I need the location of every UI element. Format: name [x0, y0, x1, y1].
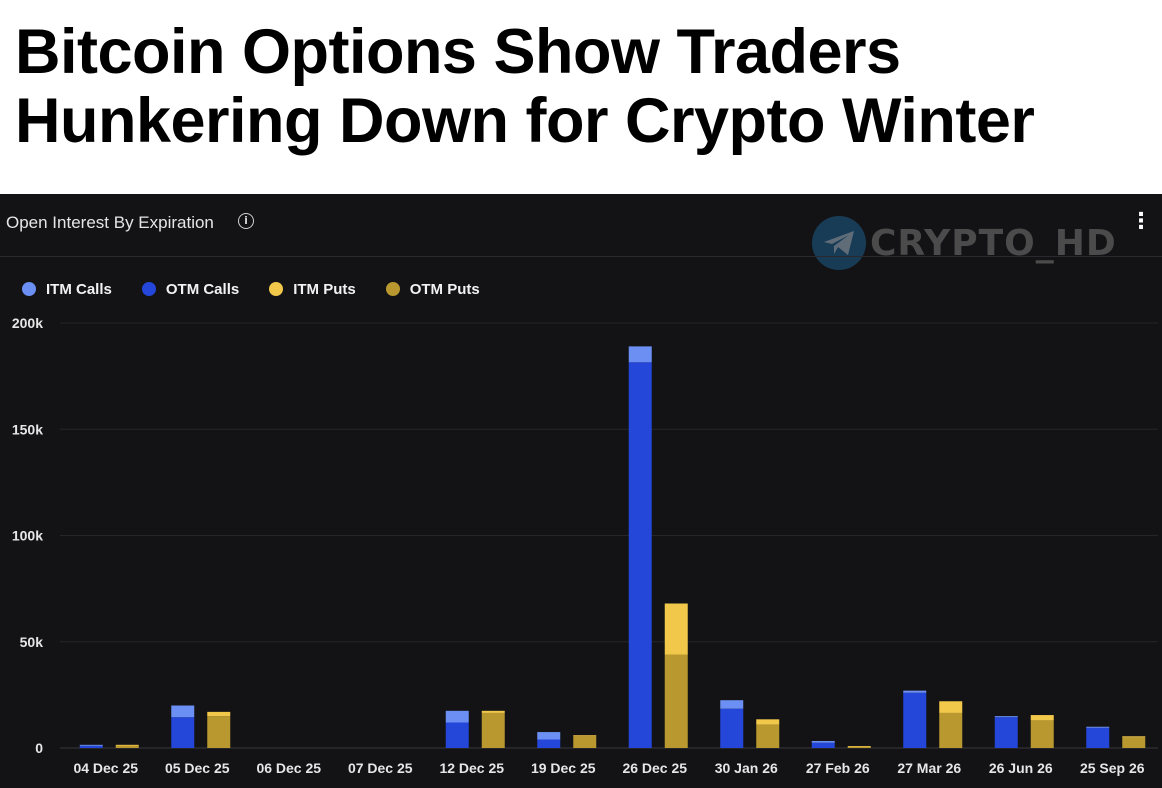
- bar-otm-calls: [537, 739, 561, 748]
- bar-itm-calls: [445, 710, 469, 723]
- legend-label: OTM Puts: [409, 280, 480, 298]
- y-tick-label: 50k: [20, 634, 44, 650]
- bar-itm-calls: [903, 690, 927, 693]
- bar-otm-calls: [1086, 727, 1110, 748]
- bar-otm-calls: [445, 722, 469, 748]
- x-tick-label: 07 Dec 25: [348, 760, 413, 776]
- legend-item-otm-calls[interactable]: OTM Calls: [141, 279, 240, 299]
- legend-dot-itm-puts: [269, 282, 284, 296]
- bar-otm-calls: [720, 708, 744, 748]
- headline-line-1: Bitcoin Options Show Traders: [15, 17, 901, 87]
- bar-otm-puts: [207, 716, 231, 748]
- bar-itm-calls: [811, 740, 835, 743]
- bar-itm-puts: [207, 711, 231, 717]
- x-tick-label: 04 Dec 25: [73, 760, 138, 776]
- bar-otm-puts: [756, 724, 780, 748]
- bar-otm-puts: [939, 712, 963, 748]
- bar-chart: 0 50k 100k 150k 200k 04 Dec 25 05 Dec 25 06 Dec…: [12, 315, 1158, 776]
- y-tick-label: 0: [35, 740, 43, 756]
- x-tick-label: 12 Dec 25: [439, 760, 504, 776]
- x-tick-label: 26 Jun 26: [989, 760, 1053, 776]
- bar-itm-puts: [1122, 736, 1146, 738]
- x-tick-label: 30 Jan 26: [715, 760, 778, 776]
- legend-dot-itm-calls: [22, 282, 36, 296]
- legend-label: ITM Puts: [293, 280, 356, 298]
- bar-itm-calls: [720, 700, 744, 709]
- x-tick-label: 27 Mar 26: [897, 760, 961, 776]
- y-tick-label: 150k: [12, 421, 43, 437]
- x-tick-label: 06 Dec 25: [256, 760, 321, 776]
- bar-otm-calls: [79, 745, 103, 748]
- legend-label: ITM Calls: [46, 280, 112, 298]
- bar-otm-puts: [481, 712, 505, 748]
- bar-itm-calls: [171, 705, 195, 718]
- more-vertical-icon[interactable]: ⋮: [1130, 209, 1152, 234]
- panel-divider: [0, 256, 1162, 257]
- bar-itm-calls: [79, 744, 103, 746]
- panel-title: Open Interest By Expiration: [6, 213, 214, 232]
- bar-itm-calls: [994, 716, 1018, 718]
- legend-dot-otm-puts: [385, 282, 400, 296]
- bar-itm-puts: [847, 746, 871, 747]
- legend-dot-otm-calls: [141, 282, 156, 296]
- bar-otm-puts: [115, 745, 139, 748]
- y-tick-label: 200k: [12, 315, 43, 331]
- watermark-text: CRYPTO_HD: [870, 223, 1117, 264]
- legend-item-itm-puts[interactable]: ITM Puts: [269, 279, 356, 299]
- headline-line-2: Hunkering Down for Crypto Winter: [15, 86, 1035, 156]
- bar-otm-puts: [847, 746, 871, 748]
- telegram-icon: [812, 216, 866, 270]
- x-tick-label: 27 Feb 26: [806, 760, 870, 776]
- y-tick-label: 100k: [12, 528, 43, 544]
- legend-item-otm-puts[interactable]: OTM Puts: [385, 279, 480, 299]
- bar-otm-calls: [811, 742, 835, 748]
- bar-itm-puts: [481, 710, 505, 713]
- x-tick-label: 25 Sep 26: [1080, 760, 1145, 776]
- bar-otm-calls: [903, 692, 927, 748]
- x-tick-label: 05 Dec 25: [165, 760, 230, 776]
- bar-otm-puts: [1122, 737, 1146, 748]
- bar-otm-puts: [1030, 720, 1054, 748]
- bar-itm-puts: [1030, 715, 1054, 721]
- bar-itm-puts: [115, 744, 139, 746]
- legend-label: OTM Calls: [165, 280, 240, 298]
- chart-legend: ITM Calls OTM Calls ITM Puts OTM Puts: [22, 279, 510, 299]
- x-tick-label: 26 Dec 25: [622, 760, 687, 776]
- legend-item-itm-calls[interactable]: ITM Calls: [22, 279, 112, 299]
- bar-itm-puts: [573, 735, 597, 737]
- bar-otm-puts: [573, 736, 597, 748]
- bar-otm-calls: [171, 717, 195, 748]
- x-tick-label: 19 Dec 25: [531, 760, 596, 776]
- bar-otm-calls: [994, 717, 1018, 748]
- bar-itm-calls: [1086, 726, 1110, 728]
- bar-itm-puts: [664, 603, 688, 655]
- bar-itm-calls: [628, 346, 652, 363]
- bar-otm-calls: [628, 362, 652, 748]
- headline: Bitcoin Options Show Traders Hunkering D…: [15, 18, 1155, 156]
- info-icon[interactable]: i: [238, 213, 254, 229]
- chart-panel: Open Interest By Expiration i CRYPTO_HD …: [0, 194, 1162, 788]
- bar-itm-puts: [756, 719, 780, 725]
- bar-otm-puts: [664, 654, 688, 748]
- bar-itm-puts: [939, 701, 963, 713]
- bar-itm-calls: [537, 732, 561, 740]
